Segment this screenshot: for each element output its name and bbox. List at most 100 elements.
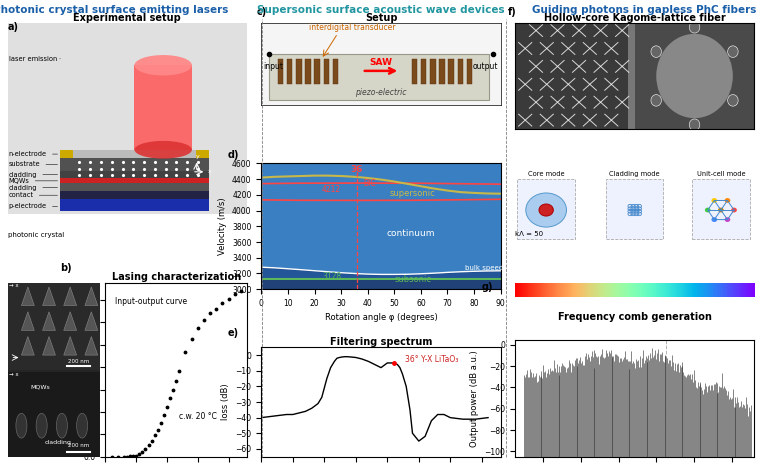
Text: SAW: SAW bbox=[370, 58, 392, 67]
Y-axis label: Output power (W): Output power (W) bbox=[69, 332, 78, 408]
Text: cladding: cladding bbox=[9, 185, 57, 191]
Text: continuum: continuum bbox=[386, 229, 434, 238]
Text: output: output bbox=[472, 62, 498, 71]
Text: 3128: 3128 bbox=[322, 272, 341, 281]
Text: e): e) bbox=[228, 329, 239, 338]
Text: Supersonic surface acoustic wave devices: Supersonic surface acoustic wave devices bbox=[258, 5, 504, 14]
FancyBboxPatch shape bbox=[692, 179, 750, 239]
FancyBboxPatch shape bbox=[60, 178, 209, 183]
FancyBboxPatch shape bbox=[324, 59, 329, 84]
FancyBboxPatch shape bbox=[60, 158, 209, 178]
Title: Setup: Setup bbox=[365, 13, 397, 22]
Y-axis label: Output power (dB a.u.): Output power (dB a.u.) bbox=[470, 350, 479, 446]
Text: Core mode: Core mode bbox=[528, 171, 565, 177]
Text: laser emission: laser emission bbox=[9, 56, 60, 62]
Text: cladding: cladding bbox=[45, 440, 72, 445]
Text: Unit-cell mode: Unit-cell mode bbox=[696, 171, 745, 177]
Circle shape bbox=[690, 21, 700, 33]
FancyBboxPatch shape bbox=[306, 59, 311, 84]
Text: cladding: cladding bbox=[9, 171, 57, 178]
Text: subsonic: subsonic bbox=[395, 275, 431, 284]
Circle shape bbox=[651, 95, 661, 106]
Polygon shape bbox=[21, 336, 34, 355]
Polygon shape bbox=[64, 287, 77, 306]
FancyBboxPatch shape bbox=[8, 283, 100, 370]
Circle shape bbox=[718, 208, 724, 212]
Text: 36: 36 bbox=[351, 165, 363, 174]
Text: Guiding photons in gapless PhC fibers: Guiding photons in gapless PhC fibers bbox=[532, 5, 756, 14]
Text: → x: → x bbox=[9, 372, 19, 377]
Title: Filtering spectrum: Filtering spectrum bbox=[330, 336, 432, 347]
FancyBboxPatch shape bbox=[60, 192, 209, 199]
Circle shape bbox=[690, 119, 700, 130]
FancyBboxPatch shape bbox=[315, 59, 320, 84]
Polygon shape bbox=[64, 312, 77, 330]
Text: photonic crystal: photonic crystal bbox=[8, 232, 64, 238]
Polygon shape bbox=[85, 287, 98, 306]
Text: supersonic: supersonic bbox=[390, 190, 436, 199]
FancyBboxPatch shape bbox=[458, 59, 463, 84]
FancyBboxPatch shape bbox=[60, 199, 209, 212]
Text: y: y bbox=[196, 154, 199, 159]
Ellipse shape bbox=[134, 141, 192, 158]
Title: Frequency comb generation: Frequency comb generation bbox=[558, 312, 712, 322]
Circle shape bbox=[656, 34, 733, 118]
Text: substrate: substrate bbox=[9, 161, 57, 167]
Text: a): a) bbox=[8, 22, 18, 32]
FancyBboxPatch shape bbox=[466, 59, 472, 84]
Text: piezo-electric: piezo-electric bbox=[355, 88, 407, 96]
FancyBboxPatch shape bbox=[268, 55, 488, 100]
FancyBboxPatch shape bbox=[431, 59, 436, 84]
Circle shape bbox=[526, 193, 566, 227]
Text: input: input bbox=[264, 62, 283, 71]
Text: 200 nm: 200 nm bbox=[69, 443, 90, 448]
Circle shape bbox=[651, 46, 661, 57]
Polygon shape bbox=[43, 287, 56, 306]
Text: contact: contact bbox=[9, 192, 57, 198]
FancyBboxPatch shape bbox=[60, 183, 209, 192]
FancyBboxPatch shape bbox=[515, 23, 628, 129]
Text: interdigital transducer: interdigital transducer bbox=[309, 23, 395, 32]
Text: → x: → x bbox=[9, 283, 19, 288]
Text: x: x bbox=[207, 169, 211, 174]
Polygon shape bbox=[21, 312, 34, 330]
Circle shape bbox=[725, 198, 730, 203]
Title: Lasing characterization: Lasing characterization bbox=[111, 273, 241, 282]
Circle shape bbox=[728, 95, 738, 106]
Circle shape bbox=[705, 208, 711, 212]
Polygon shape bbox=[85, 336, 98, 355]
Text: 36° Y-X LiTaO₃: 36° Y-X LiTaO₃ bbox=[405, 355, 458, 363]
FancyBboxPatch shape bbox=[449, 59, 453, 84]
Circle shape bbox=[728, 46, 738, 57]
FancyBboxPatch shape bbox=[606, 179, 664, 239]
Y-axis label: loss (dB): loss (dB) bbox=[221, 384, 230, 420]
FancyBboxPatch shape bbox=[278, 59, 283, 84]
Text: d): d) bbox=[228, 151, 239, 160]
Text: Photonic crystal surface emitting lasers: Photonic crystal surface emitting lasers bbox=[0, 5, 228, 14]
Text: Cladding mode: Cladding mode bbox=[610, 171, 660, 177]
FancyBboxPatch shape bbox=[333, 59, 338, 84]
FancyBboxPatch shape bbox=[440, 59, 445, 84]
Text: c): c) bbox=[257, 7, 267, 17]
FancyBboxPatch shape bbox=[60, 151, 209, 158]
Ellipse shape bbox=[16, 413, 27, 438]
Text: BIC: BIC bbox=[363, 179, 376, 188]
Polygon shape bbox=[43, 336, 56, 355]
Text: 4212: 4212 bbox=[322, 185, 341, 194]
Circle shape bbox=[712, 217, 717, 222]
Ellipse shape bbox=[36, 413, 47, 438]
Title: Experimental setup: Experimental setup bbox=[73, 13, 181, 22]
Text: bulk speed: bulk speed bbox=[466, 265, 504, 271]
FancyBboxPatch shape bbox=[517, 179, 575, 239]
FancyBboxPatch shape bbox=[60, 171, 209, 178]
Polygon shape bbox=[64, 336, 77, 355]
FancyBboxPatch shape bbox=[8, 372, 100, 457]
X-axis label: Rotation angle φ (degrees): Rotation angle φ (degrees) bbox=[325, 314, 437, 322]
Text: c.w. 20 °C: c.w. 20 °C bbox=[179, 411, 217, 420]
Polygon shape bbox=[43, 312, 56, 330]
FancyBboxPatch shape bbox=[412, 59, 418, 84]
Text: MQWs: MQWs bbox=[9, 178, 57, 184]
Text: b): b) bbox=[60, 263, 72, 273]
Circle shape bbox=[539, 204, 553, 216]
Ellipse shape bbox=[56, 413, 67, 438]
